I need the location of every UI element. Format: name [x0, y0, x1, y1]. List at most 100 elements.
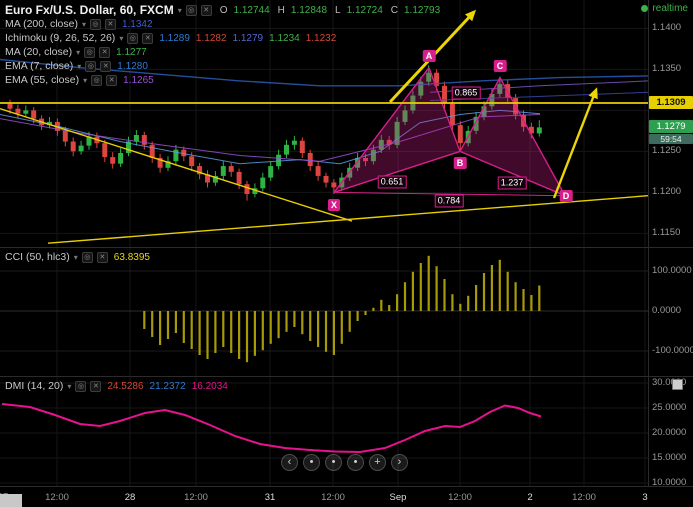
ohlc-key: H	[277, 4, 285, 16]
chart-nav-controls: ‹ • • • + ›	[281, 454, 408, 471]
indicator-legend-row: EMA (7, close) ▾ ◎ ✕ 1.1280	[5, 59, 440, 73]
pattern-ratio-label: 0.651	[377, 175, 407, 189]
indicator-title[interactable]: Ichimoku (9, 26, 52, 26)	[5, 32, 116, 44]
time-axis-label: 12:00	[184, 492, 208, 503]
close-icon[interactable]: ✕	[100, 60, 112, 72]
toggle-visibility-icon[interactable]: ◎	[75, 380, 87, 392]
chevron-down-icon[interactable]: ▾	[81, 19, 86, 29]
dmi-indicator-legend: DMI (14, 20) ▾ ◎ ✕ 24.5286 21.2372 16.2034	[5, 379, 228, 393]
close-icon[interactable]: ✕	[200, 4, 212, 16]
toggle-visibility-icon[interactable]: ◎	[91, 74, 103, 86]
pattern-point-label[interactable]: A	[422, 50, 436, 62]
indicator-value: 1.1342	[121, 18, 153, 30]
indicator-value: 21.2372	[149, 380, 186, 392]
close-icon[interactable]: ✕	[90, 380, 102, 392]
dmi-axis-label: 20.0000	[652, 427, 687, 438]
time-axis-label: 2	[527, 492, 533, 503]
close-icon[interactable]: ✕	[96, 251, 108, 263]
toggle-visibility-icon[interactable]: ◎	[84, 46, 96, 58]
indicator-title[interactable]: EMA (7, close)	[5, 60, 74, 72]
chart-legend: Euro Fx/U.S. Dollar, 60, FXCM ▾ ◎ ✕ O 1.12744…	[5, 3, 440, 87]
chevron-down-icon[interactable]: ▾	[77, 61, 82, 71]
nav-dot-3[interactable]: •	[347, 454, 364, 471]
chevron-down-icon[interactable]: ▾	[119, 33, 124, 43]
time-axis-label: 3	[642, 492, 648, 503]
ohlc-value: 1.12744	[233, 4, 270, 16]
pattern-point-label[interactable]: D	[559, 190, 573, 202]
chevron-down-icon[interactable]: ▾	[73, 252, 78, 262]
dmi-adx-line	[1, 403, 542, 454]
toggle-visibility-icon[interactable]: ◎	[185, 4, 197, 16]
nav-dot-1[interactable]: •	[303, 454, 320, 471]
time-axis-label: 12:00	[321, 492, 345, 503]
price-axis-label: 1.1250	[652, 145, 682, 156]
chevron-down-icon[interactable]: ▾	[83, 75, 88, 85]
close-icon[interactable]: ✕	[99, 46, 111, 58]
indicator-title[interactable]: EMA (55, close)	[5, 74, 80, 86]
pattern-point-label[interactable]: C	[493, 60, 507, 72]
indicator-value: 16.2034	[191, 380, 228, 392]
chevron-down-icon[interactable]: ▾	[67, 381, 72, 391]
cci-indicator-legend: CCI (50, hlc3) ▾ ◎ ✕ 63.8395	[5, 250, 150, 264]
harmonic-pattern[interactable]	[333, 67, 566, 197]
symbol-legend-row: Euro Fx/U.S. Dollar, 60, FXCM ▾ ◎ ✕ O 1.12744…	[5, 3, 440, 17]
ohlc-value: 1.12793	[404, 4, 441, 16]
ohlc-key: O	[219, 4, 228, 16]
pane-separator[interactable]	[0, 247, 693, 248]
toggle-visibility-icon[interactable]: ◎	[85, 60, 97, 72]
scroll-right-button[interactable]: ›	[391, 454, 408, 471]
pattern-point-label[interactable]: X	[327, 199, 341, 211]
dmi-axis-label: 10.0000	[652, 477, 687, 488]
time-axis-label: 31	[264, 492, 276, 503]
pane-collapse-button[interactable]	[672, 379, 683, 390]
indicator-legend-row: EMA (55, close) ▾ ◎ ✕ 1.1265	[5, 73, 440, 87]
price-axis-label: 1.1150	[652, 227, 681, 238]
ohlc-value: 1.12724	[346, 4, 383, 16]
toggle-visibility-icon[interactable]: ◎	[127, 32, 139, 44]
indicator-title[interactable]: MA (200, close)	[5, 18, 78, 30]
bar-countdown-tag: 59:54	[649, 134, 693, 144]
time-axis-separator	[0, 486, 693, 487]
dmi-title[interactable]: DMI (14, 20)	[5, 380, 64, 392]
realtime-label: realtime	[652, 3, 688, 14]
price-axis-label: 1.1350	[652, 63, 682, 74]
time-axis-label: Sep	[389, 492, 407, 503]
dmi-axis-label: 25.0000	[652, 402, 687, 413]
cci-title[interactable]: CCI (50, hlc3)	[5, 251, 70, 263]
symbol-title[interactable]: Euro Fx/U.S. Dollar, 60, FXCM	[5, 3, 174, 17]
pattern-ratio-label: 1.237	[497, 176, 527, 190]
indicator-title[interactable]: MA (20, close)	[5, 46, 73, 58]
chevron-down-icon[interactable]: ▾	[76, 47, 81, 57]
last-price-tag: 1.1279	[649, 120, 693, 133]
indicator-value: 1.1289	[159, 32, 190, 44]
cci-histogram	[143, 255, 541, 363]
target-arrow	[552, 87, 598, 199]
level-price-tag[interactable]: 1.1309	[649, 96, 693, 109]
pattern-point-label[interactable]: B	[453, 157, 467, 169]
close-icon[interactable]: ✕	[106, 74, 118, 86]
toggle-visibility-icon[interactable]: ◎	[89, 18, 101, 30]
nav-dot-2[interactable]: •	[325, 454, 342, 471]
indicator-value: 1.1234	[269, 32, 300, 44]
cci-axis-label: -100.0000	[652, 345, 693, 356]
pane-separator[interactable]	[0, 376, 693, 377]
price-axis-separator	[648, 0, 649, 487]
close-icon[interactable]: ✕	[104, 18, 116, 30]
indicator-value: 1.1232	[305, 32, 337, 44]
pattern-ratio-label: 0.865	[451, 86, 481, 100]
overlay-line	[0, 114, 541, 162]
dmi-axis-label: 15.0000	[652, 452, 687, 463]
chevron-down-icon[interactable]: ▾	[177, 5, 182, 15]
ohlc-key: C	[390, 4, 398, 16]
ohlc-value: 1.12848	[290, 4, 328, 16]
indicator-value: 24.5286	[107, 380, 144, 392]
price-axis-label: 1.1200	[652, 186, 682, 197]
toggle-visibility-icon[interactable]: ◎	[81, 251, 93, 263]
close-icon[interactable]: ✕	[142, 32, 154, 44]
zoom-in-button[interactable]: +	[369, 454, 386, 471]
time-axis-label: 28	[124, 492, 136, 503]
indicator-value: 63.8395	[113, 251, 150, 263]
scroll-left-button[interactable]: ‹	[281, 454, 298, 471]
